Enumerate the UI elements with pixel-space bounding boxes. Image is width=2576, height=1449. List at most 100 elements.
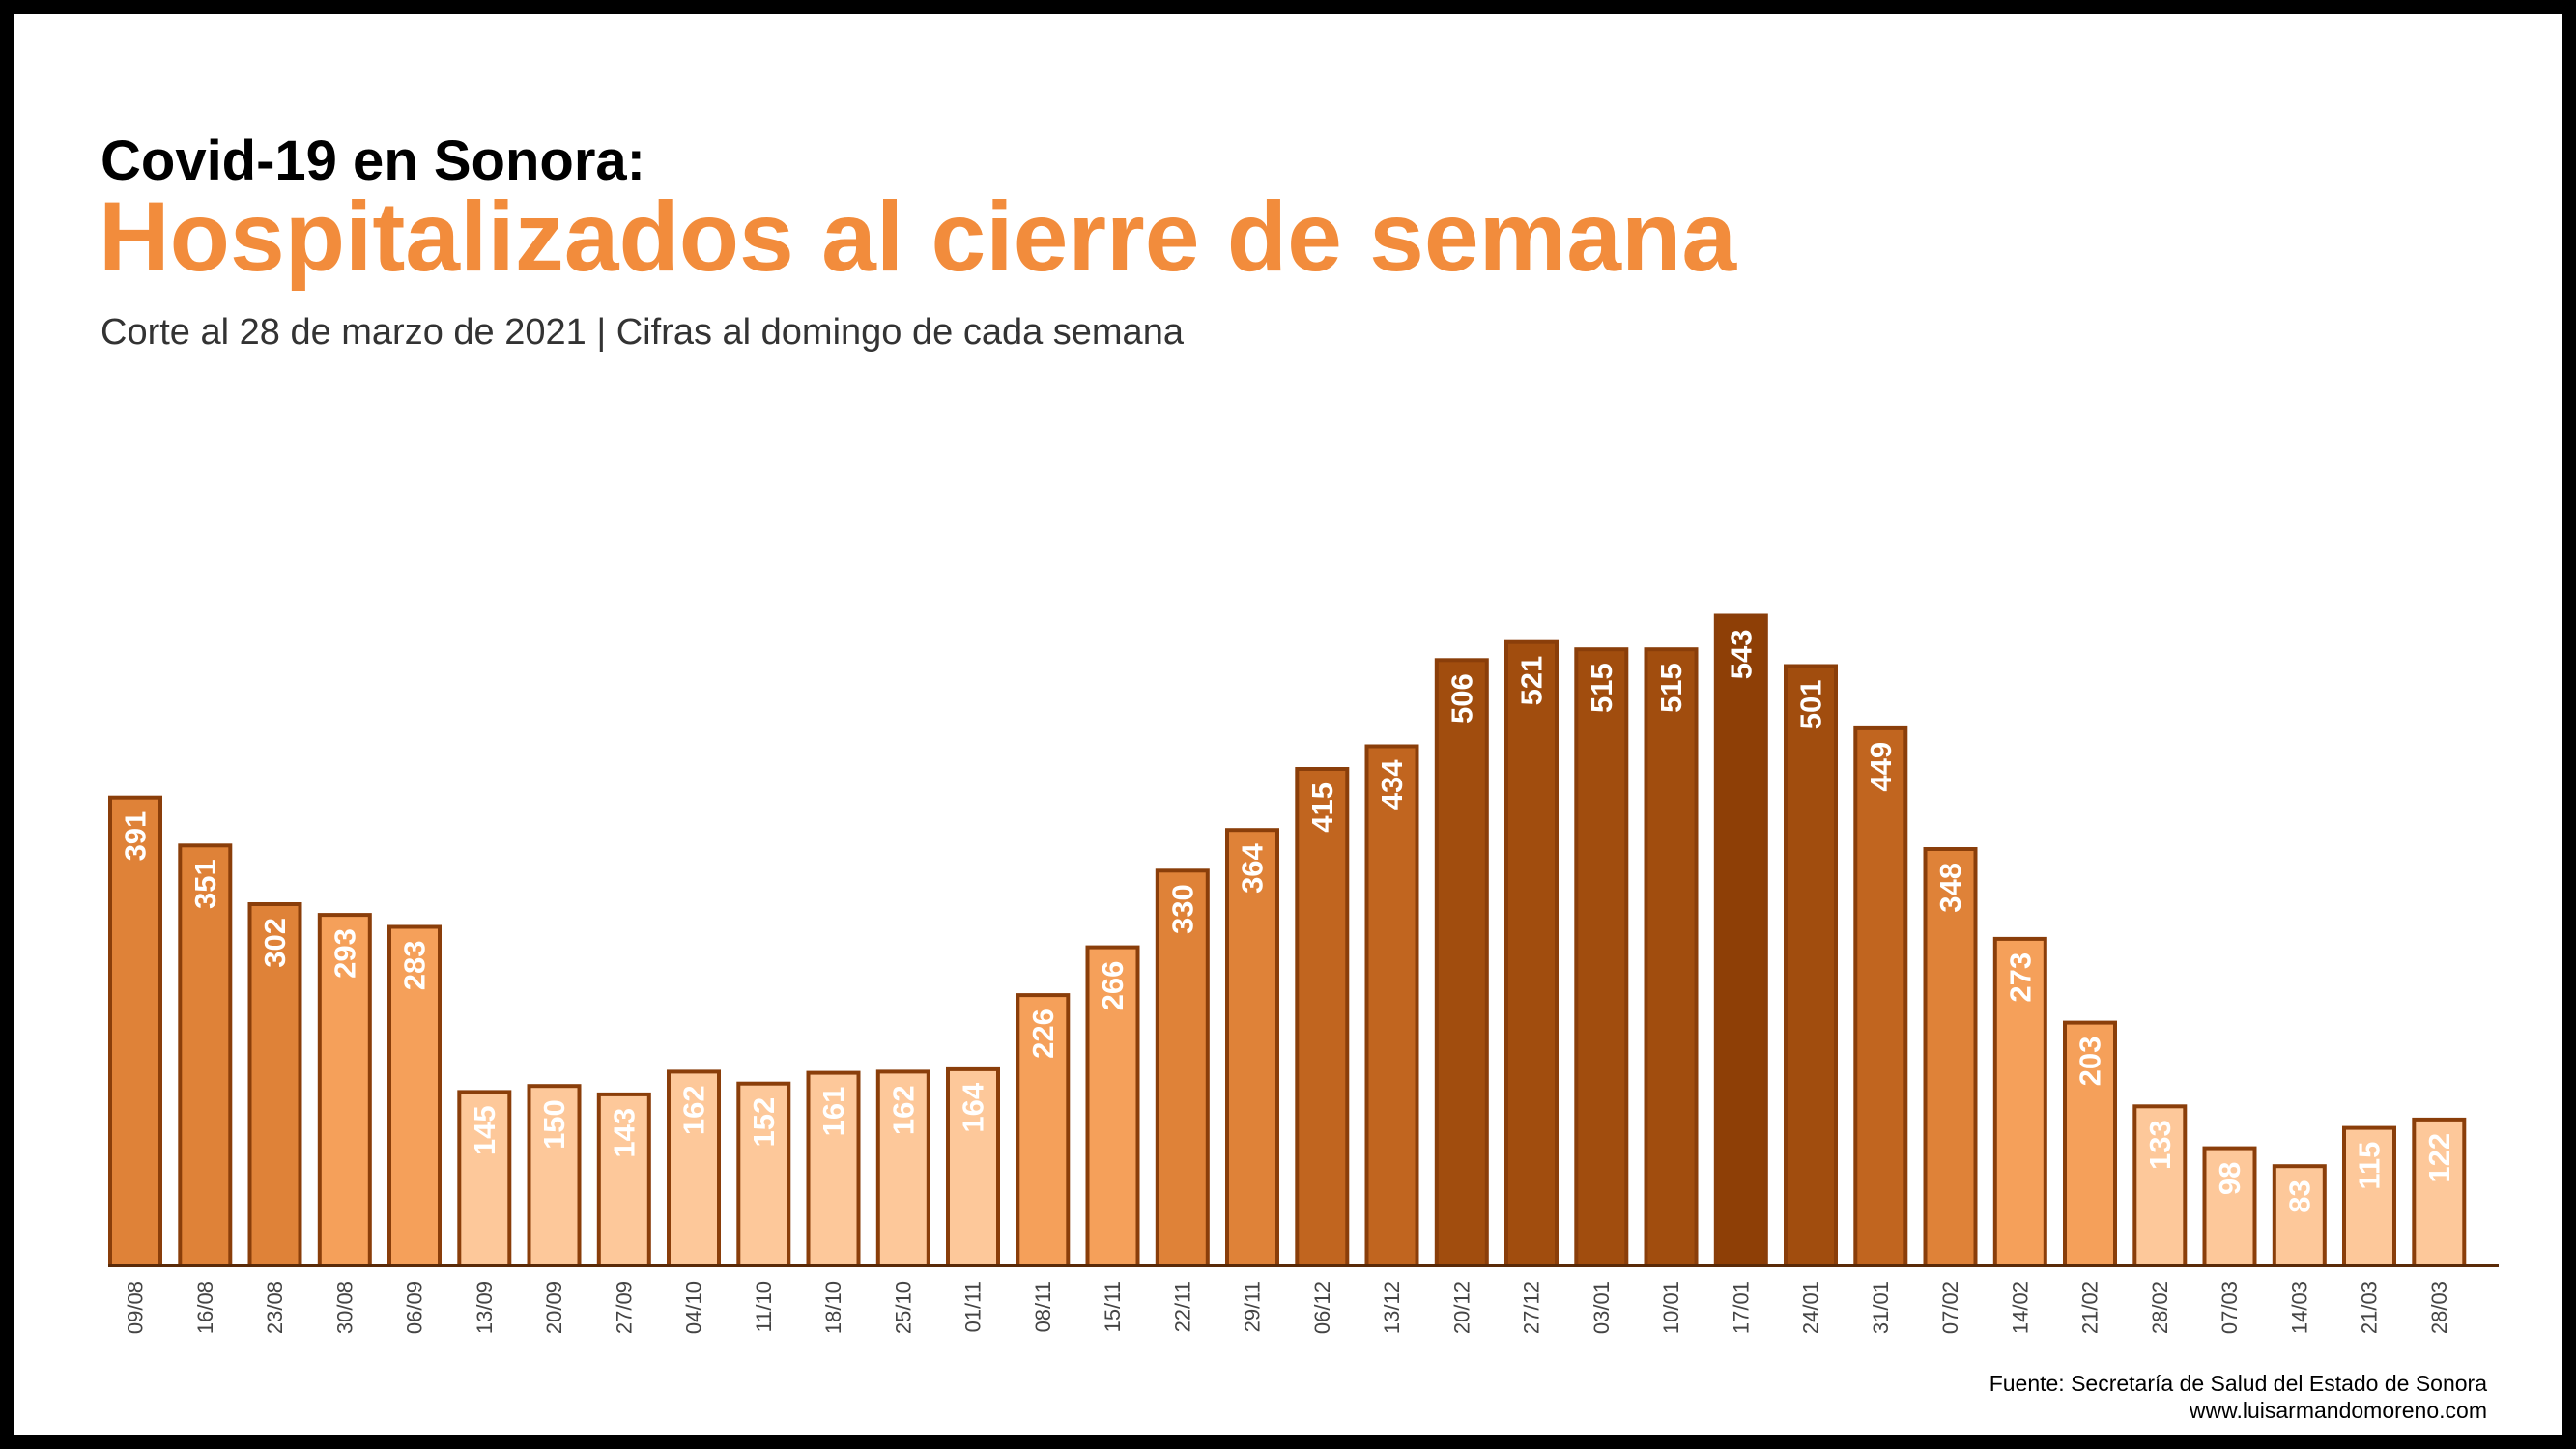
x-tick-label: 13/12 xyxy=(1380,1281,1404,1334)
bar-value-label: 391 xyxy=(119,811,153,862)
x-tick-label: 20/12 xyxy=(1449,1281,1474,1334)
x-tick-label: 13/09 xyxy=(472,1281,497,1334)
bar xyxy=(2132,1104,2188,1268)
bar xyxy=(1364,744,1419,1267)
x-tick-label: 27/09 xyxy=(612,1281,636,1334)
x-tick-label: 10/01 xyxy=(1659,1281,1683,1334)
bar-value-label: 293 xyxy=(328,928,361,979)
bar xyxy=(1644,647,1699,1267)
bar-value-label: 133 xyxy=(2143,1120,2177,1170)
bar xyxy=(1155,868,1210,1267)
x-tick-label: 11/10 xyxy=(752,1281,776,1332)
bar xyxy=(1504,639,1559,1267)
x-tick-label: 23/08 xyxy=(263,1281,287,1334)
bar xyxy=(1434,658,1489,1267)
x-tick-label: 28/03 xyxy=(2427,1281,2451,1334)
chart: Covid-19 en Sonora: Hospitalizados al ci… xyxy=(99,129,2499,1423)
x-tick-label: 15/11 xyxy=(1101,1281,1125,1332)
bar-value-label: 162 xyxy=(677,1085,711,1135)
bar-value-label: 273 xyxy=(2003,952,2037,1003)
bar xyxy=(1923,847,1978,1267)
bar xyxy=(946,1066,1000,1268)
bar xyxy=(1784,664,1838,1267)
bar-value-label: 150 xyxy=(537,1099,571,1150)
x-tick-label: 03/01 xyxy=(1589,1281,1614,1334)
chart-card: Covid-19 en Sonora: Hospitalizados al ci… xyxy=(14,14,2562,1435)
bar xyxy=(2202,1146,2257,1267)
x-tick-label: 21/03 xyxy=(2358,1281,2382,1334)
bar-value-label: 364 xyxy=(1236,842,1270,893)
bar xyxy=(108,795,162,1267)
x-tick-label: 24/01 xyxy=(1799,1281,1823,1334)
x-tick-label: 07/03 xyxy=(2218,1281,2242,1334)
x-tick-label: 17/01 xyxy=(1729,1281,1753,1334)
bar-value-label: 515 xyxy=(1585,663,1618,713)
bar-value-label: 161 xyxy=(816,1087,850,1137)
x-tick-label: 27/12 xyxy=(1520,1281,1544,1334)
x-tick-label: 22/11 xyxy=(1170,1281,1194,1332)
bar-value-label: 83 xyxy=(2282,1179,2316,1212)
bar xyxy=(596,1092,651,1268)
bar xyxy=(247,902,302,1267)
source-note: Fuente: Secretaría de Salud del Estado d… xyxy=(1989,1371,2487,1396)
x-tick-label: 21/02 xyxy=(2078,1281,2103,1334)
bar-value-label: 434 xyxy=(1375,759,1409,810)
chart-kicker: Covid-19 en Sonora: xyxy=(100,129,645,192)
chart-title: Hospitalizados al cierre de semana xyxy=(99,182,1737,292)
x-tick-label: 04/10 xyxy=(682,1281,706,1334)
bar-value-label: 145 xyxy=(468,1105,501,1155)
bar-value-label: 164 xyxy=(957,1082,990,1132)
x-tick-label: 01/11 xyxy=(961,1281,986,1332)
x-tick-label: 14/03 xyxy=(2287,1281,2311,1334)
bar-value-label: 415 xyxy=(1305,782,1339,833)
bar-value-label: 506 xyxy=(1445,673,1478,724)
bar-value-label: 266 xyxy=(1096,961,1130,1011)
chart-subtitle: Corte al 28 de marzo de 2021 | Cifras al… xyxy=(100,312,1185,353)
x-tick-label: 31/01 xyxy=(1869,1281,1893,1334)
bar-value-label: 501 xyxy=(1794,680,1828,730)
bar-value-label: 162 xyxy=(886,1085,920,1135)
bar xyxy=(667,1069,721,1268)
bar-value-label: 226 xyxy=(1026,1009,1060,1059)
bar xyxy=(2272,1164,2327,1267)
site-url: www.luisarmandomoreno.com xyxy=(2189,1398,2487,1423)
bar xyxy=(1085,945,1140,1267)
bar-value-label: 152 xyxy=(747,1097,781,1148)
bar xyxy=(317,913,372,1267)
x-tick-label: 30/08 xyxy=(332,1281,357,1334)
bar xyxy=(1574,647,1629,1267)
bar xyxy=(2412,1117,2467,1268)
bar xyxy=(1992,936,2047,1268)
value-labels-layer: 391 351 302 293 283 145 150 143 162 152 161 162 164 2… xyxy=(119,630,2456,1213)
x-tick-label: 07/02 xyxy=(1938,1281,1962,1334)
x-tick-label: 14/02 xyxy=(2008,1281,2032,1334)
bar xyxy=(1295,767,1350,1267)
bar-value-label: 283 xyxy=(398,941,432,991)
bar-value-label: 543 xyxy=(1724,630,1758,680)
bar-value-label: 203 xyxy=(2074,1037,2107,1087)
bar xyxy=(178,843,233,1267)
x-tick-label: 29/11 xyxy=(1241,1281,1265,1332)
bar xyxy=(1225,828,1279,1267)
x-tick-labels-layer: 09/08 16/08 23/08 30/08 06/09 13/09 20/09 27/09… xyxy=(124,1281,2451,1334)
bar-value-label: 521 xyxy=(1515,656,1549,706)
bar-value-label: 143 xyxy=(607,1108,641,1158)
x-tick-label: 16/08 xyxy=(193,1281,217,1334)
bar-value-label: 515 xyxy=(1654,663,1688,713)
bars-layer xyxy=(108,613,2467,1268)
bar-value-label: 98 xyxy=(2213,1162,2247,1195)
x-tick-label: 06/09 xyxy=(403,1281,427,1334)
x-tick-label: 20/09 xyxy=(542,1281,566,1334)
x-tick-label: 18/10 xyxy=(821,1281,845,1334)
bar-value-label: 302 xyxy=(258,918,292,968)
bar-value-label: 115 xyxy=(2353,1142,2387,1190)
bar xyxy=(1713,613,1768,1267)
x-tick-label: 09/08 xyxy=(124,1281,148,1334)
x-tick-label: 08/11 xyxy=(1031,1281,1055,1332)
bar-value-label: 449 xyxy=(1864,742,1898,792)
bar xyxy=(736,1081,791,1267)
x-tick-label: 28/02 xyxy=(2148,1281,2172,1334)
bar-value-label: 351 xyxy=(188,859,222,909)
bar-value-label: 330 xyxy=(1165,884,1199,934)
bar-value-label: 348 xyxy=(1933,863,1967,913)
